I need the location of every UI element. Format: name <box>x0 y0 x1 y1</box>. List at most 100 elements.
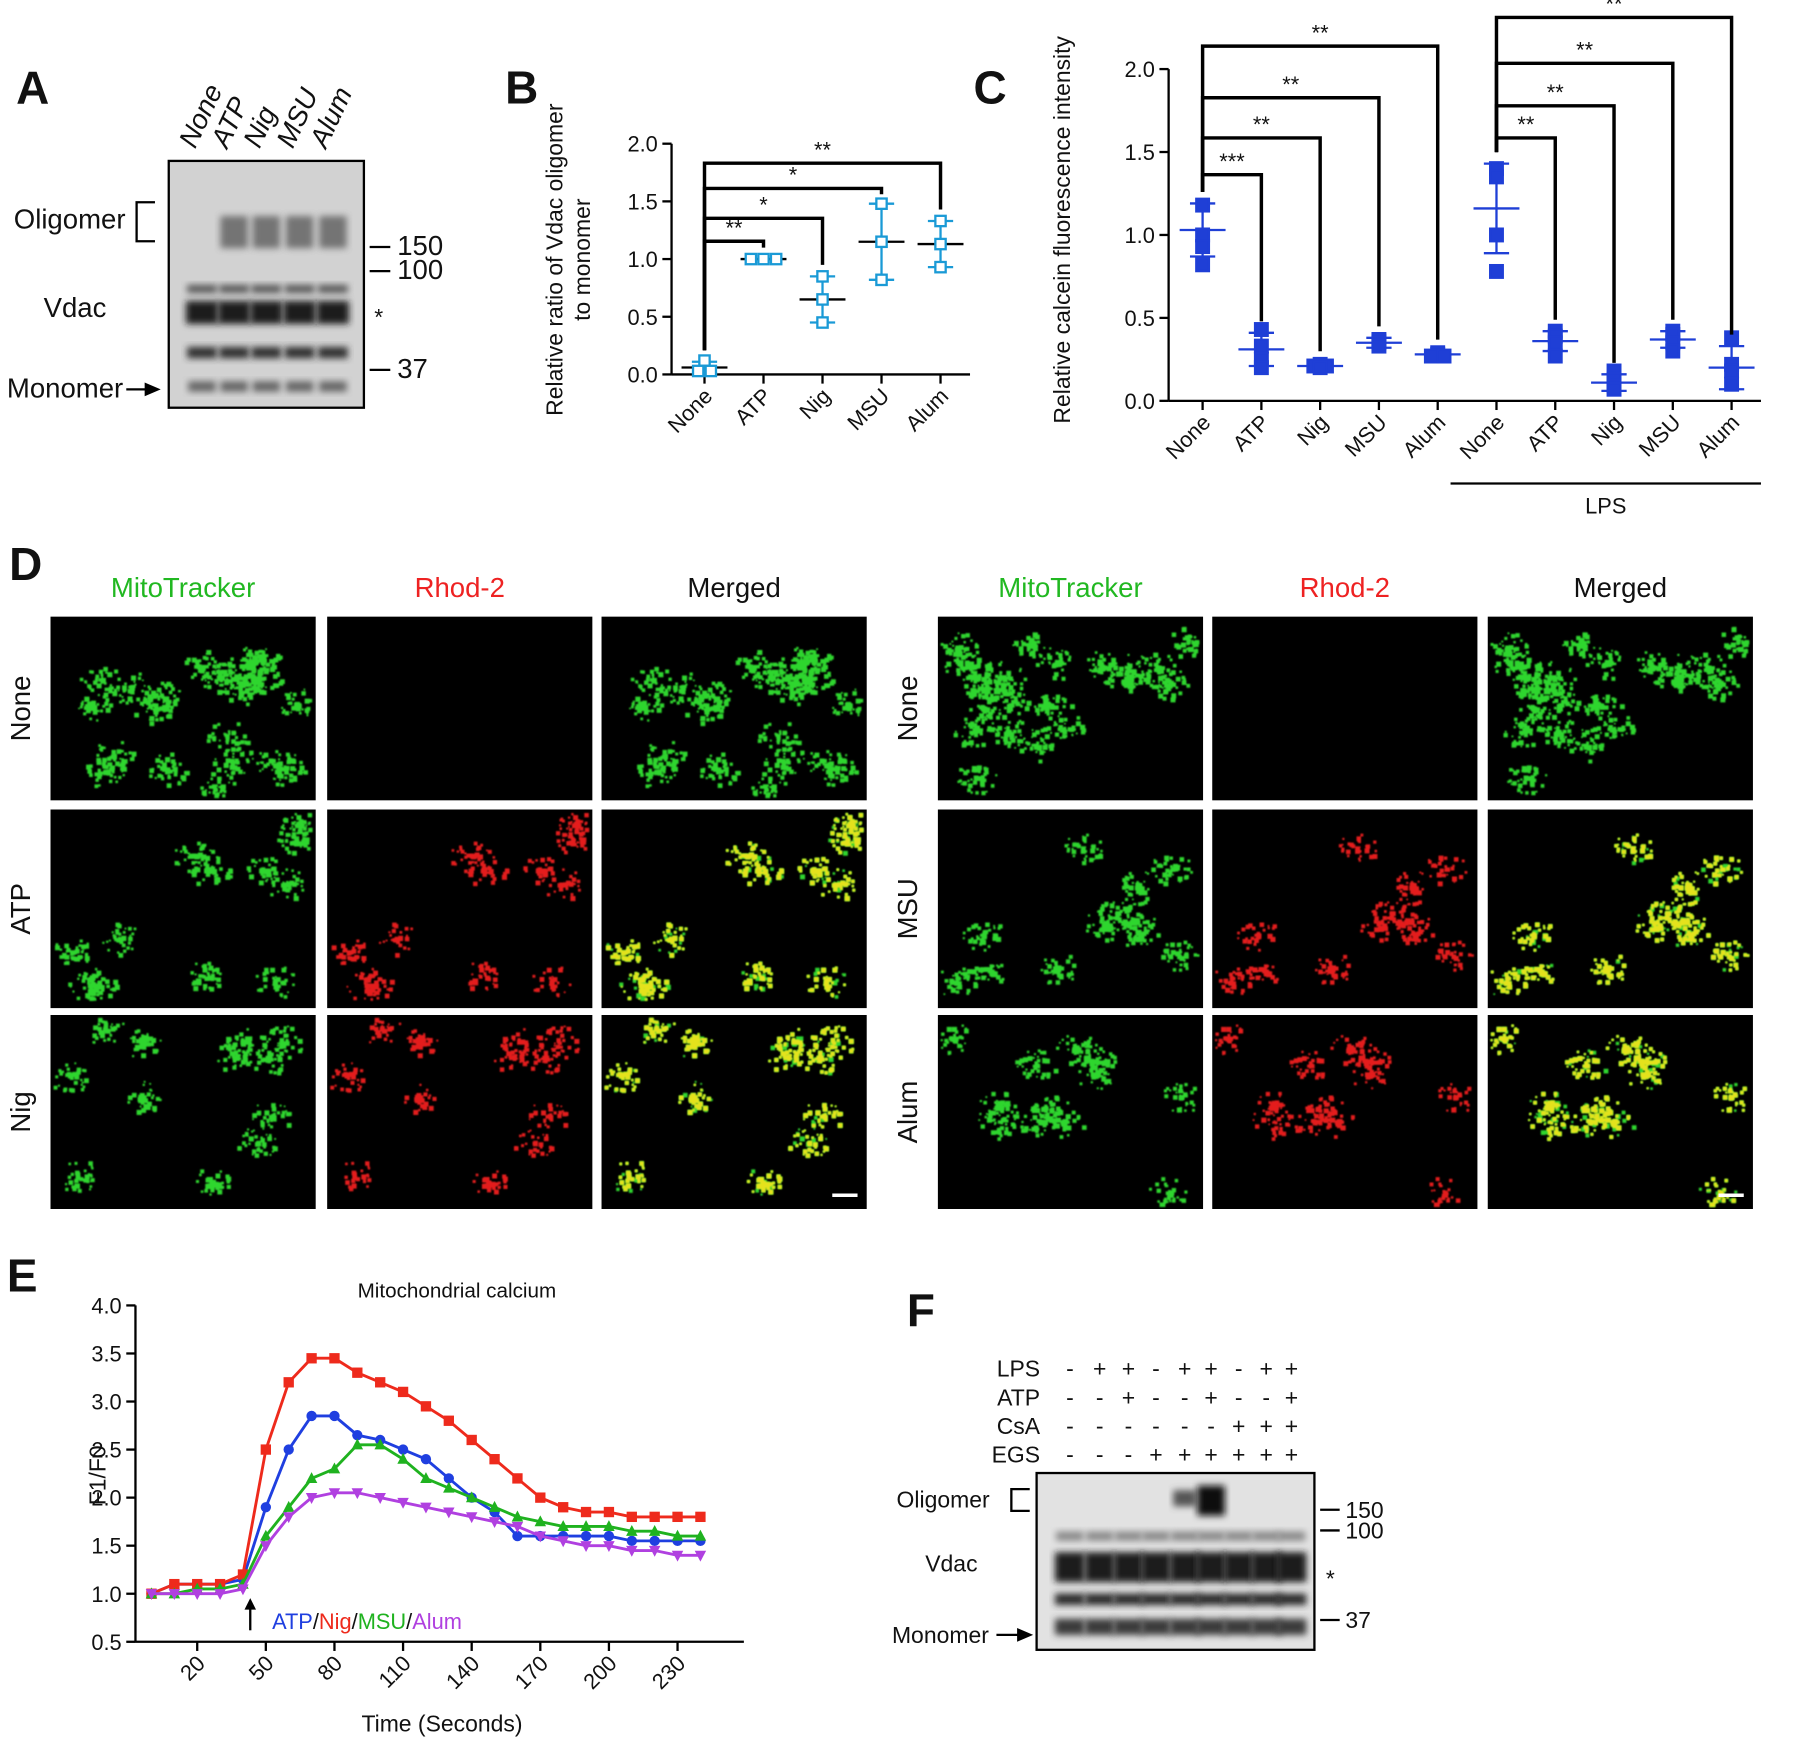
x-tick-label: MSU <box>1634 410 1686 462</box>
data-point <box>934 214 947 228</box>
data-point <box>260 1502 272 1513</box>
data-point <box>769 252 783 266</box>
data-point <box>511 1510 524 1522</box>
data-point <box>603 1530 615 1542</box>
sign: + <box>1259 1413 1272 1439</box>
band <box>1169 1618 1200 1635</box>
band <box>187 284 217 293</box>
panel-letter: F <box>907 1284 935 1336</box>
row-label: CsA <box>997 1413 1041 1439</box>
y-tick-label: 4.0 <box>91 1293 121 1318</box>
band <box>1113 1552 1144 1583</box>
x-tick-label: MSU <box>842 383 894 435</box>
legend-entry: ATP <box>272 1609 313 1634</box>
mitotracker-signal <box>940 626 1200 796</box>
band <box>185 300 219 324</box>
data-point <box>397 1386 409 1398</box>
data-point <box>420 1401 432 1412</box>
data-point <box>672 1511 683 1523</box>
x-tick-label: None <box>1455 410 1510 465</box>
band <box>252 381 281 392</box>
mitotracker-signal <box>940 1024 1197 1208</box>
significance-bracket <box>702 161 943 351</box>
sign: + <box>1232 1442 1245 1468</box>
y-tick-label: 1.5 <box>627 189 657 214</box>
significance-label: * <box>759 193 768 218</box>
data-point <box>1371 338 1387 354</box>
data-point <box>1312 360 1328 376</box>
y-tick-label: 1.5 <box>91 1534 121 1559</box>
mitotracker-signal <box>1490 626 1750 796</box>
significance-bracket <box>1200 172 1264 322</box>
micrograph-background <box>1212 616 1478 801</box>
micrograph <box>1212 1014 1478 1209</box>
data-point <box>145 1589 158 1601</box>
x-tick-label: 140 <box>441 1651 484 1694</box>
data-point <box>671 1550 684 1562</box>
data-point <box>443 1507 455 1519</box>
sign: + <box>1232 1413 1245 1439</box>
row-label: MSU <box>892 878 923 939</box>
band <box>1276 1552 1307 1583</box>
data-point <box>488 1500 501 1512</box>
data-point <box>397 1452 409 1464</box>
data-point <box>465 1491 478 1503</box>
y-tick-label: 2.0 <box>627 132 657 157</box>
x-tick-label: Alum <box>1398 410 1451 463</box>
data-point <box>1253 338 1269 354</box>
band <box>1084 1593 1115 1606</box>
panel-letter: E <box>7 1250 38 1302</box>
significance-label: ** <box>1517 112 1534 137</box>
data-point <box>1195 239 1211 255</box>
significance-bracket <box>1200 44 1440 340</box>
significance-label: * <box>789 163 798 188</box>
data-point <box>237 1584 249 1596</box>
band <box>317 284 348 293</box>
band <box>1084 1618 1115 1635</box>
marker-label: 37 <box>1345 1607 1371 1633</box>
band <box>1054 1618 1085 1635</box>
data-point <box>816 270 829 283</box>
mitotracker-signal <box>78 646 313 799</box>
row-label: None <box>5 676 36 742</box>
panel-letter: A <box>16 62 49 114</box>
addition-arrow-head <box>244 1598 256 1610</box>
data-point <box>626 1524 638 1536</box>
data-point <box>934 260 947 274</box>
star: * <box>1326 1566 1335 1592</box>
band <box>1276 1593 1307 1606</box>
band <box>1141 1618 1171 1635</box>
data-point <box>352 1429 363 1441</box>
x-tick-label: 20 <box>175 1651 210 1686</box>
legend-separator: / <box>352 1609 359 1634</box>
significance-label: ** <box>1253 112 1270 137</box>
panel-letter: D <box>9 538 42 590</box>
sign: - <box>1125 1442 1133 1468</box>
data-point <box>420 1472 432 1484</box>
y-axis-label: to monomer <box>569 198 595 321</box>
rhod2-signal <box>1215 833 1474 995</box>
band <box>1223 1593 1254 1606</box>
micrograph <box>937 809 1204 1009</box>
arrow-head <box>1017 1628 1034 1642</box>
band <box>220 381 248 392</box>
x-tick-label: 200 <box>578 1651 621 1694</box>
rhod2-signal <box>1215 1024 1472 1208</box>
micrograph <box>50 809 316 1009</box>
data-point <box>649 1535 660 1547</box>
y-tick-label: 2.0 <box>91 1486 121 1511</box>
band-smear <box>1173 1490 1197 1507</box>
micrograph <box>1487 809 1753 1009</box>
data-point <box>694 1550 707 1562</box>
group-label: LPS <box>1585 493 1626 518</box>
micrograph <box>327 809 593 1009</box>
data-point <box>649 1511 660 1523</box>
sign: - <box>1066 1356 1074 1382</box>
row-label: EGS <box>992 1442 1040 1468</box>
legend-entry: Alum <box>412 1609 462 1634</box>
band <box>1170 1531 1199 1541</box>
data-point <box>328 1462 341 1474</box>
panel-letter: B <box>505 62 538 114</box>
arrow-head <box>144 382 161 397</box>
